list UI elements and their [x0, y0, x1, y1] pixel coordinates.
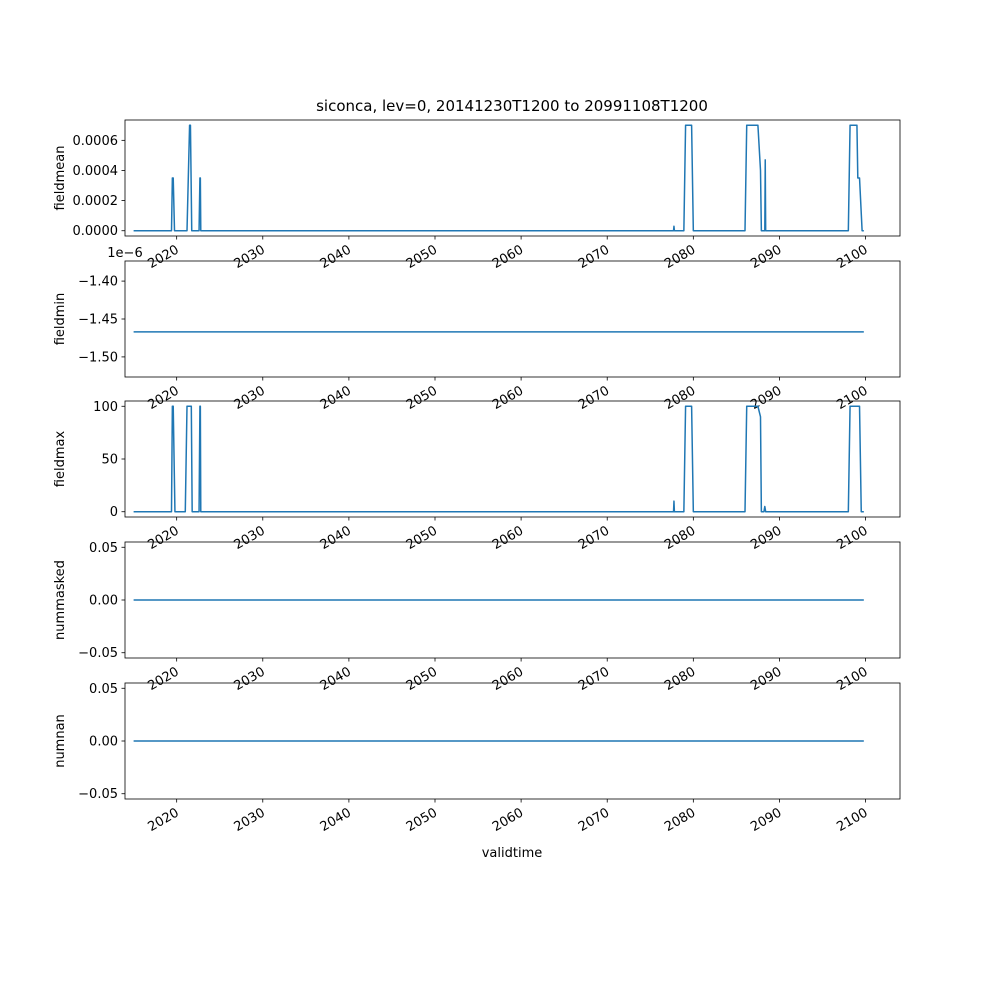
y-tick-label: −1.40	[78, 275, 118, 290]
y-tick-label: 0.0004	[73, 164, 119, 179]
y-axis-label: fieldmin	[53, 293, 68, 346]
y-tick-label: −1.50	[78, 350, 118, 365]
y-tick-label: −0.05	[78, 646, 118, 661]
y-tick-label: 0.0006	[73, 134, 119, 149]
y-tick-label: 0.0002	[73, 194, 119, 209]
y-tick-label: 0.0000	[73, 224, 119, 239]
figure-title: siconca, lev=0, 20141230T1200 to 2099110…	[316, 97, 708, 115]
y-tick-label: 0.05	[89, 682, 118, 697]
y-tick-label: 100	[93, 400, 118, 415]
y-axis-label: fieldmean	[53, 146, 68, 211]
x-axis-label: validtime	[482, 846, 543, 861]
series-line	[133, 405, 864, 513]
series-line	[133, 124, 864, 232]
y-tick-label: 0	[110, 505, 118, 520]
y-axis-label: numnan	[53, 714, 68, 768]
y-axis-label: nummasked	[53, 560, 68, 640]
y-tick-label: 0.00	[89, 735, 118, 750]
axes-frame	[124, 119, 901, 237]
y-axis-label: fieldmax	[53, 431, 68, 488]
y-tick-label: −1.45	[78, 313, 118, 328]
y-tick-label: 0.05	[89, 541, 118, 556]
y-tick-label: 50	[101, 453, 118, 468]
y-offset-text: 1e−6	[107, 246, 142, 261]
y-tick-label: 0.00	[89, 594, 118, 609]
y-tick-label: −0.05	[78, 787, 118, 802]
